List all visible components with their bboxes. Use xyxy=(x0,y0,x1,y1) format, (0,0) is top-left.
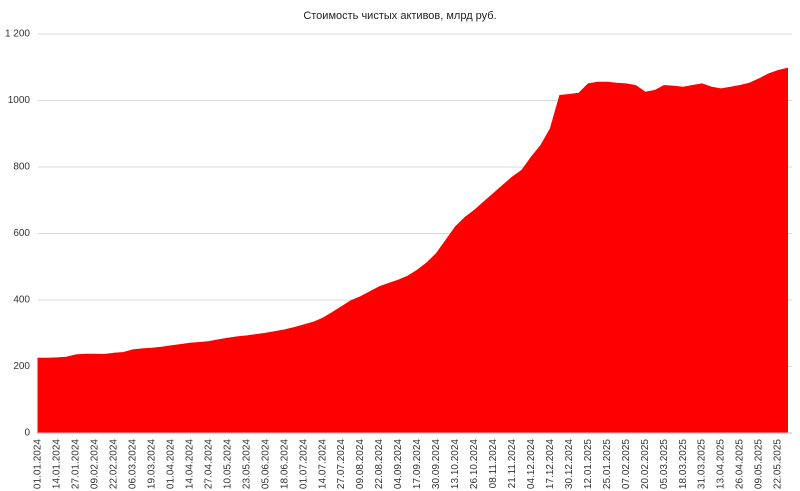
x-tick-label: 09.02.2024 xyxy=(90,439,101,489)
x-tick-label: 21.11.2024 xyxy=(507,439,518,489)
x-tick-label: 25.01.2025 xyxy=(602,439,613,489)
x-tick-label: 19.03.2024 xyxy=(146,439,157,489)
x-tick-label: 30.12.2024 xyxy=(564,439,575,489)
x-tick-label: 22.05.2025 xyxy=(773,439,784,489)
x-tick-label: 27.04.2024 xyxy=(203,439,214,489)
x-tick-label: 05.03.2025 xyxy=(659,439,670,489)
x-tick-label: 09.05.2025 xyxy=(754,439,765,489)
x-tick-label: 06.03.2024 xyxy=(128,439,139,489)
y-tick-label: 800 xyxy=(13,162,30,173)
x-tick-label: 30.09.2024 xyxy=(431,439,442,489)
x-tick-label: 13.04.2025 xyxy=(716,439,727,489)
x-tick-label: 23.05.2024 xyxy=(241,439,252,489)
x-tick-label: 14.04.2024 xyxy=(184,439,195,489)
x-tick-label: 14.07.2024 xyxy=(317,439,328,489)
y-tick-label: 400 xyxy=(13,295,30,306)
y-tick-label: 600 xyxy=(13,228,30,239)
x-tick-label: 22.02.2024 xyxy=(109,439,120,489)
x-tick-label: 12.01.2025 xyxy=(583,439,594,489)
x-tick-label: 01.07.2024 xyxy=(298,439,309,489)
x-tick-label: 10.05.2024 xyxy=(222,439,233,489)
x-tick-label: 27.01.2024 xyxy=(71,439,82,489)
y-tick-label: 0 xyxy=(24,428,30,439)
x-tick-label: 04.12.2024 xyxy=(526,439,537,489)
x-tick-label: 09.08.2024 xyxy=(355,439,366,489)
x-tick-label: 26.10.2024 xyxy=(469,439,480,489)
x-tick-label: 31.03.2025 xyxy=(697,439,708,489)
x-tick-label: 22.08.2024 xyxy=(374,439,385,489)
x-tick-label: 07.02.2025 xyxy=(621,439,632,489)
y-tick-label: 200 xyxy=(13,361,30,372)
x-tick-label: 01.04.2024 xyxy=(165,439,176,489)
x-tick-label: 04.09.2024 xyxy=(393,439,404,489)
x-tick-label: 14.01.2024 xyxy=(52,439,63,489)
area xyxy=(37,67,788,434)
x-tick-label: 05.06.2024 xyxy=(260,439,271,489)
y-tick-label: 1000 xyxy=(8,95,31,106)
x-tick-label: 17.09.2024 xyxy=(412,439,423,489)
y-tick-label: 1 200 xyxy=(5,29,30,40)
x-tick-label: 27.07.2024 xyxy=(336,439,347,489)
x-tick-label: 01.01.2024 xyxy=(33,439,44,489)
x-tick-label: 13.10.2024 xyxy=(450,439,461,489)
x-tick-label: 26.04.2025 xyxy=(735,439,746,489)
x-tick-label: 08.11.2024 xyxy=(488,439,499,489)
x-tick-label: 20.02.2025 xyxy=(640,439,651,489)
x-tick-label: 18.06.2024 xyxy=(279,439,290,489)
chart-title: Стоимость чистых активов, млрд руб. xyxy=(303,10,496,22)
x-tick-label: 18.03.2025 xyxy=(678,439,689,489)
x-tick-label: 17.12.2024 xyxy=(545,439,556,489)
